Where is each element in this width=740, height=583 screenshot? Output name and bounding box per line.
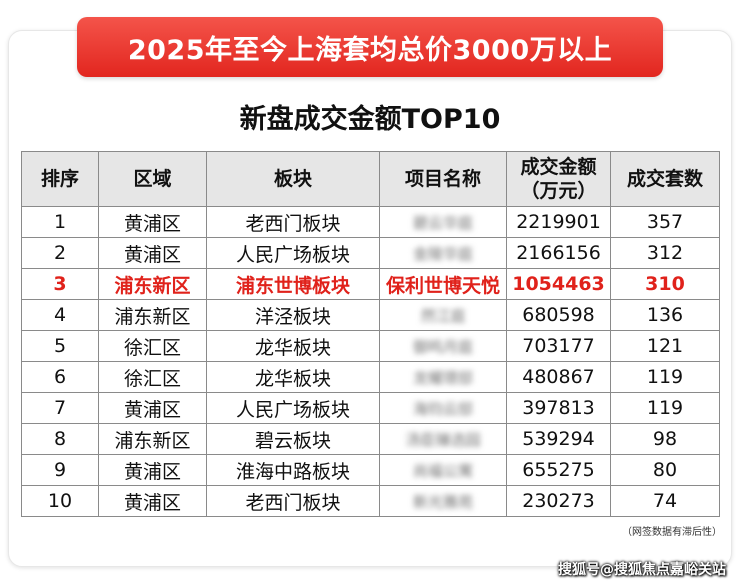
table-row: 8 浦东新区 碧云板块 汤臣臻选园 539294 98 bbox=[21, 423, 720, 455]
units-cell: 74 bbox=[610, 485, 720, 517]
area-cell: 黄浦区 bbox=[98, 485, 207, 517]
rank-cell: 2 bbox=[21, 237, 99, 269]
amount-cell: 397813 bbox=[506, 392, 611, 424]
area-cell: 徐汇区 bbox=[98, 361, 207, 393]
amount-cell: 680598 bbox=[506, 299, 611, 331]
amount-cell: 480867 bbox=[506, 361, 611, 393]
table-row: 7 黄浦区 人民广场板块 海钧云邸 397813 119 bbox=[21, 392, 720, 424]
rank-cell: 4 bbox=[21, 299, 99, 331]
project-name-blurred: 尚福公寓 bbox=[412, 462, 473, 480]
units-cell: 310 bbox=[610, 268, 720, 300]
block-cell: 龙华板块 bbox=[206, 330, 380, 362]
area-cell: 黄浦区 bbox=[98, 206, 207, 238]
rank-cell: 3 bbox=[21, 268, 99, 300]
amount-cell: 2219901 bbox=[506, 206, 611, 238]
project-name-blurred: 海钧云邸 bbox=[412, 400, 473, 418]
block-cell: 洋泾板块 bbox=[206, 299, 380, 331]
project-name-cell: 碧云华庭 bbox=[379, 206, 507, 238]
table-row: 4 浦东新区 洋泾板块 然江庭 680598 136 bbox=[21, 299, 720, 331]
project-name-cell: 御鸣月庭 bbox=[379, 330, 507, 362]
units-cell: 312 bbox=[610, 237, 720, 269]
amount-cell: 655275 bbox=[506, 454, 611, 486]
table-header-row: 排序 区域 板块 项目名称 成交金额 （万元） 成交套数 bbox=[21, 151, 720, 207]
rank-cell: 1 bbox=[21, 206, 99, 238]
data-lag-note: （网签数据有滞后性） bbox=[622, 527, 722, 538]
source-watermark: 搜狐号@搜狐焦点嘉峪关站 bbox=[558, 562, 726, 578]
column-header: 排序 bbox=[21, 151, 99, 207]
rank-cell: 10 bbox=[21, 485, 99, 517]
amount-cell: 230273 bbox=[506, 485, 611, 517]
area-cell: 徐汇区 bbox=[98, 330, 207, 362]
area-cell: 浦东新区 bbox=[98, 299, 207, 331]
project-name-blurred: 新光雅苑 bbox=[412, 493, 473, 511]
table-row: 5 徐汇区 龙华板块 御鸣月庭 703177 121 bbox=[21, 330, 720, 362]
block-cell: 淮海中路板块 bbox=[206, 454, 380, 486]
rank-cell: 5 bbox=[21, 330, 99, 362]
units-cell: 136 bbox=[610, 299, 720, 331]
column-header: 成交金额 （万元） bbox=[506, 151, 611, 207]
amount-cell: 2166156 bbox=[506, 237, 611, 269]
ranking-table: 排序 区域 板块 项目名称 成交金额 （万元） 成交套数 1 黄浦区 老西门板块 碧云华庭 2219… bbox=[21, 151, 720, 517]
block-cell: 老西门板块 bbox=[206, 485, 380, 517]
project-name-blurred: 御鸣月庭 bbox=[412, 338, 473, 356]
column-header: 项目名称 bbox=[379, 151, 507, 207]
amount-cell: 703177 bbox=[506, 330, 611, 362]
column-header: 区域 bbox=[98, 151, 207, 207]
column-header: 成交套数 bbox=[610, 151, 720, 207]
table-row: 3 浦东新区 浦东世博板块 保利世博天悦 1054463 310 bbox=[21, 268, 720, 300]
rank-cell: 6 bbox=[21, 361, 99, 393]
area-cell: 浦东新区 bbox=[98, 268, 207, 300]
project-name-cell: 然江庭 bbox=[379, 299, 507, 331]
project-name-cell: 汤臣臻选园 bbox=[379, 423, 507, 455]
amount-cell: 539294 bbox=[506, 423, 611, 455]
rank-cell: 7 bbox=[21, 392, 99, 424]
table-row: 9 黄浦区 淮海中路板块 尚福公寓 655275 80 bbox=[21, 454, 720, 486]
units-cell: 119 bbox=[610, 392, 720, 424]
block-cell: 人民广场板块 bbox=[206, 237, 380, 269]
page-subtitle: 新盘成交金额TOP10 bbox=[239, 104, 501, 135]
table-body: 1 黄浦区 老西门板块 碧云华庭 2219901 357 2 黄浦区 人民广场板块 金陵华庭 216… bbox=[21, 206, 720, 517]
project-name-blurred: 金陵华庭 bbox=[412, 245, 473, 263]
project-name-blurred: 龙耀璟邸 bbox=[412, 369, 473, 387]
units-cell: 119 bbox=[610, 361, 720, 393]
block-cell: 浦东世博板块 bbox=[206, 268, 380, 300]
block-cell: 人民广场板块 bbox=[206, 392, 380, 424]
amount-cell: 1054463 bbox=[506, 268, 611, 300]
table-row: 6 徐汇区 龙华板块 龙耀璟邸 480867 119 bbox=[21, 361, 720, 393]
area-cell: 黄浦区 bbox=[98, 392, 207, 424]
project-name-cell: 尚福公寓 bbox=[379, 454, 507, 486]
area-cell: 黄浦区 bbox=[98, 237, 207, 269]
table-row: 2 黄浦区 人民广场板块 金陵华庭 2166156 312 bbox=[21, 237, 720, 269]
area-cell: 黄浦区 bbox=[98, 454, 207, 486]
block-cell: 龙华板块 bbox=[206, 361, 380, 393]
project-name-cell: 金陵华庭 bbox=[379, 237, 507, 269]
units-cell: 80 bbox=[610, 454, 720, 486]
column-header: 板块 bbox=[206, 151, 380, 207]
project-name-blurred: 然江庭 bbox=[420, 307, 466, 325]
block-cell: 碧云板块 bbox=[206, 423, 380, 455]
rank-cell: 8 bbox=[21, 423, 99, 455]
project-name-cell: 龙耀璟邸 bbox=[379, 361, 507, 393]
project-name-cell: 保利世博天悦 bbox=[379, 268, 507, 300]
units-cell: 357 bbox=[610, 206, 720, 238]
block-cell: 老西门板块 bbox=[206, 206, 380, 238]
units-cell: 121 bbox=[610, 330, 720, 362]
project-name-blurred: 汤臣臻选园 bbox=[405, 431, 481, 449]
rank-cell: 9 bbox=[21, 454, 99, 486]
banner-title: 2025年至今上海套均总价3000万以上 bbox=[77, 17, 663, 77]
project-name-cell: 海钧云邸 bbox=[379, 392, 507, 424]
table-row: 10 黄浦区 老西门板块 新光雅苑 230273 74 bbox=[21, 485, 720, 517]
project-name-blurred: 碧云华庭 bbox=[412, 214, 473, 232]
table-row: 1 黄浦区 老西门板块 碧云华庭 2219901 357 bbox=[21, 206, 720, 238]
units-cell: 98 bbox=[610, 423, 720, 455]
project-name-cell: 新光雅苑 bbox=[379, 485, 507, 517]
area-cell: 浦东新区 bbox=[98, 423, 207, 455]
